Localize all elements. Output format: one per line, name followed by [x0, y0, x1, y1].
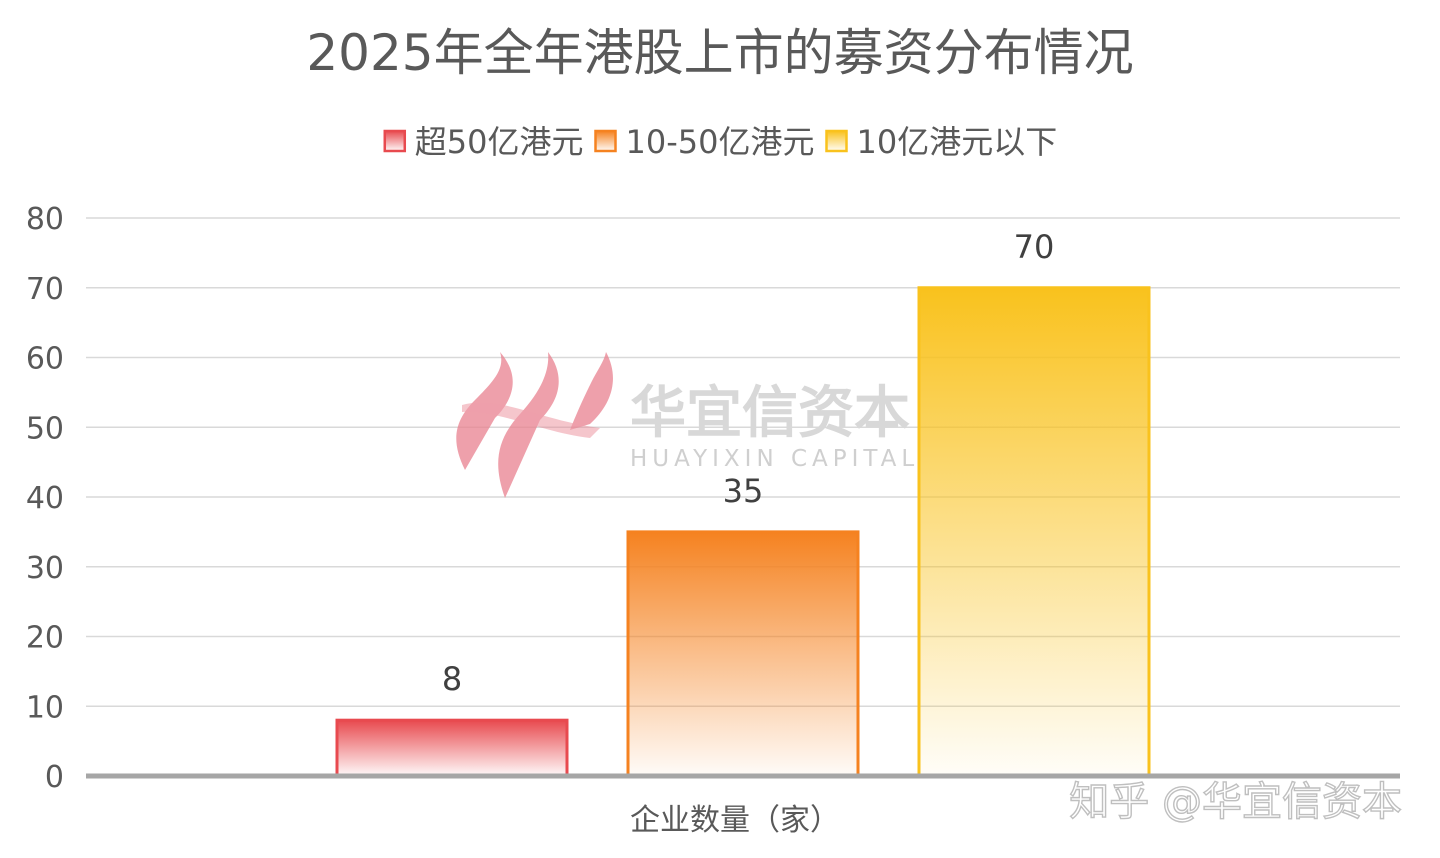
legend-swatch [825, 129, 848, 153]
data-label: 70 [1014, 228, 1055, 266]
y-axis-ticks: 0 10 20 30 40 50 60 70 80 [26, 202, 64, 795]
data-label: 35 [723, 472, 764, 510]
watermark-name-en: HUAYIXIN CAPITAL [630, 446, 919, 472]
y-tick-label: 60 [26, 342, 64, 377]
watermark-name-cn: 华宜信资本 [630, 381, 910, 446]
legend-swatch [594, 129, 617, 153]
legend-label: 10亿港元以下 [857, 123, 1058, 161]
legend-label: 10-50亿港元 [626, 123, 815, 161]
y-tick-label: 40 [26, 481, 64, 516]
y-tick-label: 30 [26, 551, 64, 586]
y-tick-label: 70 [26, 272, 64, 307]
watermark: 华宜信资本 HUAYIXIN CAPITAL [456, 352, 919, 498]
legend-item: 10-50亿港元 [594, 123, 815, 161]
x-axis-label: 企业数量（家） [630, 803, 840, 838]
legend: 超50亿港元 10-50亿港元 10亿港元以下 [383, 123, 1058, 161]
bar [917, 286, 1151, 778]
bar [335, 718, 569, 778]
legend-label: 超50亿港元 [415, 123, 584, 161]
bars: 8 35 70 [335, 228, 1151, 778]
bar [626, 530, 860, 778]
huayixin-logo-icon [456, 352, 613, 498]
y-tick-label: 50 [26, 411, 64, 446]
chart-title: 2025年全年港股上市的募资分布情况 [306, 24, 1133, 82]
y-tick-label: 80 [26, 202, 64, 237]
y-tick-label: 20 [26, 621, 64, 656]
legend-swatch [383, 129, 407, 153]
data-label: 8 [442, 660, 462, 698]
legend-item: 10亿港元以下 [825, 123, 1058, 161]
y-tick-label: 0 [45, 760, 64, 795]
credit-text: 知乎 @华宜信资本 [1069, 779, 1402, 825]
legend-item: 超50亿港元 [383, 123, 584, 161]
y-tick-label: 10 [26, 690, 64, 725]
